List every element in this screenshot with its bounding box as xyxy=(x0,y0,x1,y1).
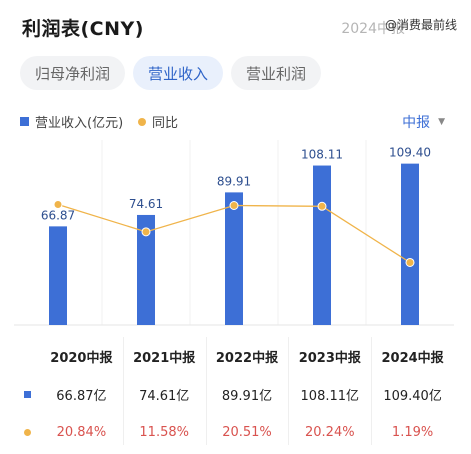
tab-net-profit[interactable]: 归母净利润 xyxy=(20,56,126,90)
yoy-point-2024中报 xyxy=(405,257,415,267)
table-header-2023: 2023中报 xyxy=(298,350,361,366)
dot-marker-icon xyxy=(23,428,31,436)
table-row-revenue: 66.87亿 74.61亿 89.91亿 108.11亿 109.40亿 xyxy=(14,375,454,413)
header: 利润表(CNY) 2024中报 @消费最前线 xyxy=(22,14,457,42)
yoy-point-2023中报 xyxy=(317,201,327,211)
bar-2022中报 xyxy=(225,192,243,325)
period-selector[interactable]: 中报 ▼ xyxy=(402,112,445,132)
legend-item-revenue[interactable]: 营业收入(亿元) xyxy=(20,112,123,131)
period-selector-label: 中报 xyxy=(402,115,431,131)
watermark: @消费最前线 xyxy=(384,18,457,32)
table-column-divider xyxy=(205,337,207,445)
bar-value-label: 89.91 xyxy=(217,174,251,188)
chart-legend: 营业收入(亿元) 同比 中报 ▼ xyxy=(20,112,451,132)
table-cell: 109.40亿 xyxy=(383,388,442,404)
table-cell: 74.61亿 xyxy=(139,388,190,404)
yoy-point-2021中报 xyxy=(141,227,151,237)
tab-operating-profit[interactable]: 营业利润 xyxy=(231,56,322,90)
table-cell: 20.24% xyxy=(305,424,355,440)
period-label[interactable]: 2024中报 xyxy=(341,21,405,37)
legend-item-yoy[interactable]: 同比 xyxy=(138,112,178,131)
bar-value-label: 108.11 xyxy=(301,148,343,162)
bar-marker-icon xyxy=(23,390,31,398)
table-header-2024: 2024中报 xyxy=(381,350,444,366)
bar-value-label: 74.61 xyxy=(129,197,163,211)
bar-2020中报 xyxy=(49,226,67,325)
bar-2024中报 xyxy=(401,163,419,325)
bar-2023中报 xyxy=(313,165,331,325)
revenue-chart: 66.87 74.61 89.91 108.11 109.40 xyxy=(14,140,454,326)
table-cell: 1.19% xyxy=(391,424,434,440)
table-column-divider xyxy=(122,337,124,445)
table-cell: 108.11亿 xyxy=(300,388,360,404)
table-header-2021: 2021中报 xyxy=(133,350,196,366)
table-column-divider xyxy=(288,337,290,445)
table-cell: 11.58% xyxy=(139,424,189,440)
table-cell: 66.87亿 xyxy=(56,388,107,404)
table-cell: 89.91亿 xyxy=(221,388,273,404)
table-column-divider xyxy=(371,337,373,445)
bar-2021中报 xyxy=(137,214,155,325)
bar-value-label: 66.87 xyxy=(41,208,75,222)
yoy-point-2020中报 xyxy=(53,200,63,210)
dot-swatch-icon xyxy=(138,117,146,126)
table-header-2020: 2020中报 xyxy=(50,350,113,366)
tab-bar: 归母净利润 营业收入 营业利润 xyxy=(20,56,322,90)
chevron-down-icon: ▼ xyxy=(438,117,445,127)
table-header-row: 2020中报 2021中报 2022中报 2023中报 2024中报 xyxy=(14,337,454,375)
bar-swatch-icon xyxy=(20,117,29,126)
table-row-yoy: 20.84% 11.58% 20.51% 20.24% 1.19% xyxy=(14,413,454,451)
data-table: 2020中报 2021中报 2022中报 2023中报 2024中报 66.87… xyxy=(14,337,454,451)
table-cell: 20.51% xyxy=(222,424,272,440)
tab-revenue[interactable]: 营业收入 xyxy=(133,56,224,90)
table-header-2022: 2022中报 xyxy=(215,350,279,366)
bar-value-label: 109.40 xyxy=(389,146,431,160)
legend-label-yoy: 同比 xyxy=(152,116,179,131)
legend-label-revenue: 营业收入(亿元) xyxy=(35,116,124,131)
page-title: 利润表(CNY) xyxy=(22,18,144,40)
table-cell: 20.84% xyxy=(56,424,107,440)
yoy-point-2022中报 xyxy=(229,200,239,210)
